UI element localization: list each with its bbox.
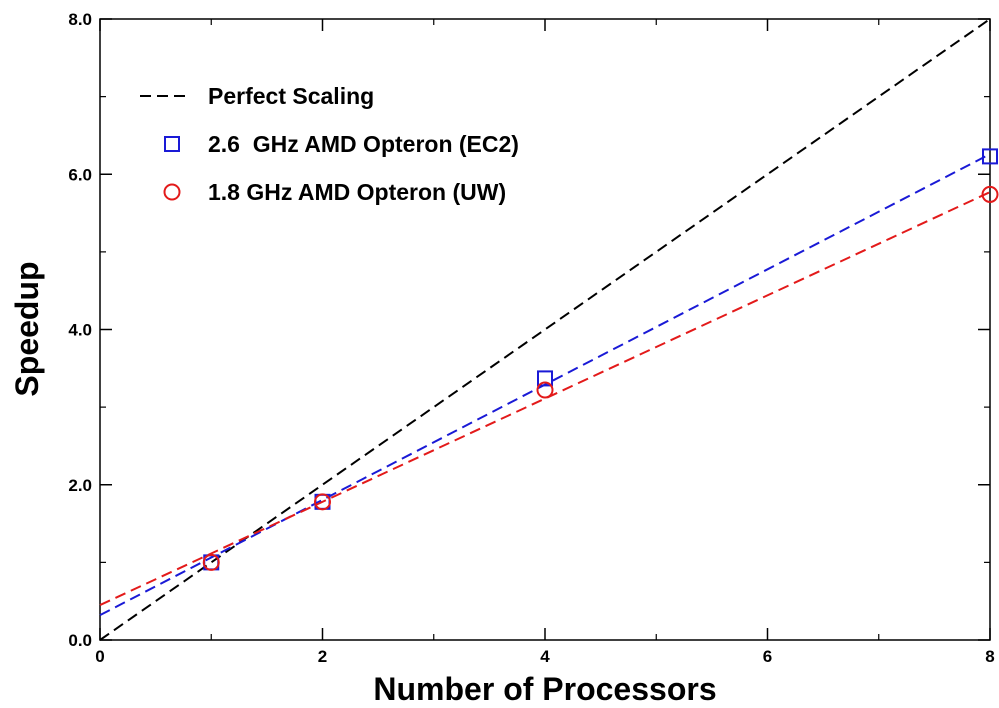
y-tick-label: 4.0 <box>68 321 92 340</box>
data-point-2-1 <box>314 493 331 511</box>
y-axis-title: Speedup <box>9 261 45 396</box>
y-tick-label: 8.0 <box>68 10 92 29</box>
series-line-2 <box>99 191 991 606</box>
legend: Perfect Scaling 2.6 GHz AMD Opteron (EC2)… <box>140 83 519 205</box>
x-tick-label: 6 <box>763 647 772 666</box>
legend-label-1: 2.6 GHz AMD Opteron (EC2) <box>208 131 519 157</box>
x-tick-label: 2 <box>318 647 327 666</box>
data-point-1-3 <box>982 148 998 165</box>
data-point-2-0 <box>202 553 220 571</box>
data-point-1-2 <box>537 370 553 387</box>
legend-marker-2 <box>163 183 181 201</box>
series-lines <box>99 18 991 641</box>
legend-label-0: Perfect Scaling <box>208 83 374 109</box>
series-markers <box>202 148 999 571</box>
x-tick-label: 4 <box>540 647 550 666</box>
axis-ticks: 0 2 4 6 8 0.0 2.0 4.0 6.0 8.0 <box>68 10 994 666</box>
y-tick-label: 0.0 <box>68 631 92 650</box>
data-point-2-3 <box>981 185 999 203</box>
x-tick-label: 8 <box>985 647 994 666</box>
series-line-0 <box>99 18 991 641</box>
legend-marker-1 <box>164 136 180 152</box>
data-point-2-2 <box>536 381 554 399</box>
x-tick-label: 0 <box>95 647 104 666</box>
legend-label-2: 1.8 GHz AMD Opteron (UW) <box>208 179 506 205</box>
y-tick-label: 2.0 <box>68 476 92 495</box>
x-axis-title: Number of Processors <box>373 671 716 707</box>
y-tick-label: 6.0 <box>68 165 92 184</box>
